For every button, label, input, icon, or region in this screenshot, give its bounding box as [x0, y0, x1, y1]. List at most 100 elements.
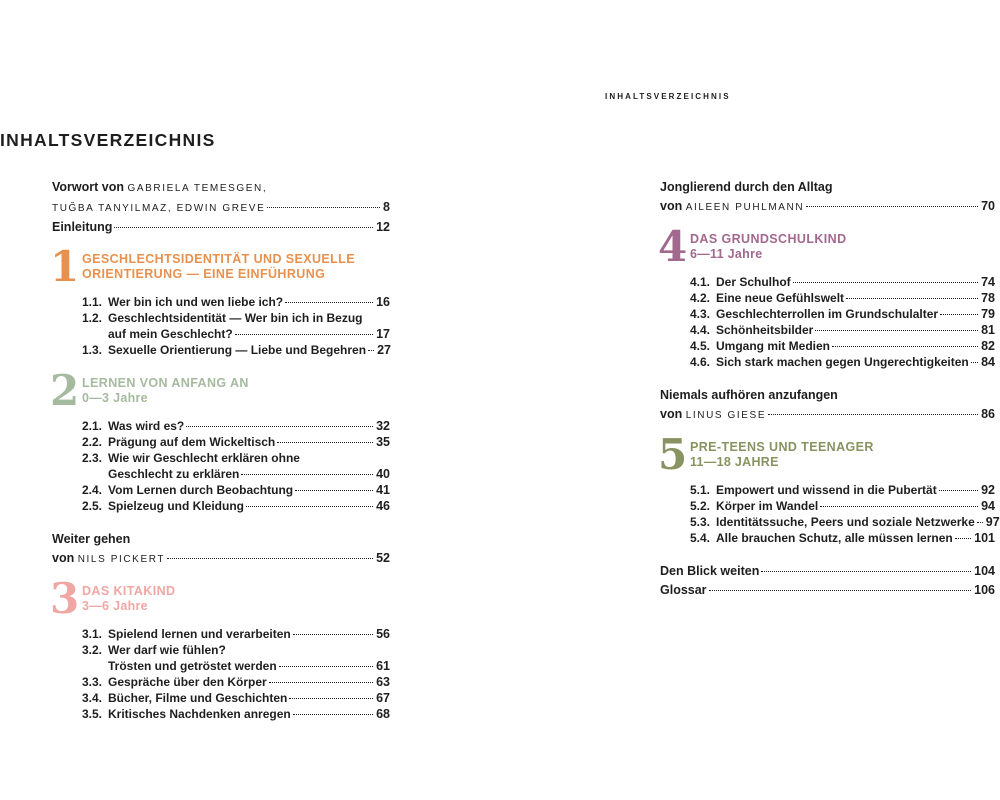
- dot-leader: [241, 474, 374, 475]
- item-text: Prägung auf dem Wickeltisch: [108, 435, 276, 449]
- page-number: 41: [376, 483, 390, 497]
- toc-item: 3.1. Spielend lernen und verarbeiten 56: [52, 626, 390, 642]
- chapter-title: ORIENTIERUNG — EINE EINFÜHRUNG: [82, 267, 326, 281]
- item-text: Geschlecht zu erklären: [108, 467, 240, 481]
- item-number: 3.3.: [82, 675, 103, 689]
- toc-item: 2.3. Wie wir Geschlecht erklären ohne: [52, 450, 390, 466]
- entry-text: Einleitung: [52, 220, 113, 234]
- page-number: 92: [981, 483, 995, 497]
- page-number: 81: [981, 323, 995, 337]
- chapter-entry: 1 GESCHLECHTSIDENTITÄT UND SEXUELLE ORIENT…: [50, 246, 391, 358]
- item-number: 5.2.: [690, 499, 711, 513]
- item-text: Schönheitsbilder: [716, 323, 814, 337]
- entry-text: Den Blick weiten: [660, 564, 760, 578]
- toc-item: 2.1. Was wird es? 32: [52, 418, 390, 434]
- toc-item: 2.2. Prägung auf dem Wickeltisch 35: [52, 434, 390, 450]
- entry-author-name: GABRIELA TEMESGEN,: [127, 183, 268, 194]
- dot-leader: [832, 346, 979, 347]
- page-number: 84: [981, 355, 995, 369]
- toc-item: 5.4. Alle brauchen Schutz, alle müssen le…: [660, 530, 995, 546]
- dot-leader: [846, 298, 979, 299]
- page-number: 70: [981, 199, 995, 213]
- item-number: 5.3.: [690, 515, 711, 529]
- chapter-title: GESCHLECHTSIDENTITÄT UND SEXUELLE: [82, 252, 355, 266]
- chapter-header: 1 GESCHLECHTSIDENTITÄT UND SEXUELLE ORIENT…: [50, 246, 390, 288]
- page-number: 32: [376, 419, 390, 433]
- item-text: Der Schulhof: [716, 275, 791, 289]
- dot-leader: [768, 414, 979, 415]
- item-text: auf mein Geschlecht?: [108, 327, 233, 341]
- item-text: Eine neue Gefühlswelt: [716, 291, 845, 305]
- entry-text: von: [52, 551, 78, 565]
- dot-leader: [761, 571, 972, 572]
- entry-text: Glossar: [660, 583, 707, 597]
- entry-text: von: [660, 407, 686, 421]
- item-number: 4.5.: [690, 339, 711, 353]
- toc-item: 2.5. Spielzeug und Kleidung 46: [52, 498, 390, 514]
- chapter-title-block: GESCHLECHTSIDENTITÄT UND SEXUELLE ORIENTI…: [80, 250, 355, 282]
- dot-leader: [820, 506, 979, 507]
- chapter-items: 2.1. Was wird es? 32 2.2. Prägung auf dem Wi…: [52, 418, 390, 514]
- item-number: 5.4.: [690, 531, 711, 545]
- item-text: Sich stark machen gegen Ungerechtigkeite…: [716, 355, 969, 369]
- item-text: Geschlechterrollen im Grundschulalter: [716, 307, 939, 321]
- chapter-items: 1.1. Wer bin ich und wen liebe ich? 16 1.2.…: [52, 294, 391, 358]
- toc-entry-line: TUĞBA TANYILMAZ, EDWIN GREVE 8: [52, 198, 390, 218]
- page-number: 61: [376, 659, 390, 673]
- toc-column-left: Vorwort von GABRIELA TEMESGEN, TUĞBA TANY…: [50, 178, 391, 738]
- item-text: Bücher, Filme und Geschichten: [108, 691, 288, 705]
- toc-entry: Weiter gehen von NILS PICKERT 52: [52, 530, 390, 569]
- running-header: INHALTSVERZEICHNIS: [605, 92, 731, 101]
- chapter-header: 4 DAS GRUNDSCHULKIND 6—11 Jahre: [658, 226, 995, 268]
- toc-item-continuation: Geschlecht zu erklären 40: [52, 466, 390, 482]
- item-text: Alle brauchen Schutz, alle müssen lernen: [716, 531, 953, 545]
- dot-leader: [277, 442, 374, 443]
- dot-leader: [234, 334, 374, 335]
- page-number: 101: [974, 531, 995, 545]
- dot-leader: [295, 490, 374, 491]
- item-number: 1.2.: [82, 311, 103, 325]
- toc-item-continuation: Trösten und getröstet werden 61: [52, 658, 390, 674]
- item-text: Identitätssuche, Peers und soziale Netzw…: [716, 515, 975, 529]
- dot-leader: [806, 206, 979, 207]
- item-text: Wer darf wie fühlen?: [108, 643, 226, 657]
- toc-item: 4.1. Der Schulhof 74: [660, 274, 995, 290]
- item-text: Empowert und wissend in die Pubertät: [716, 483, 937, 497]
- toc-item: 1.1. Wer bin ich und wen liebe ich? 16: [52, 294, 390, 310]
- toc-entry-line: von AILEEN PUHLMANN 70: [660, 197, 995, 217]
- toc-item: 3.4. Bücher, Filme und Geschichten 67: [52, 690, 390, 706]
- dot-leader: [267, 207, 381, 208]
- toc-entry: Niemals aufhören anzufangen von LINUS GIE…: [660, 386, 995, 425]
- page-title: INHALTSVERZEICHNIS: [0, 130, 216, 150]
- toc-item: 4.2. Eine neue Gefühlswelt 78: [660, 290, 995, 306]
- item-text: Kritisches Nachdenken anregen: [108, 707, 291, 721]
- toc-item: 4.3. Geschlechterrollen im Grundschulalte…: [660, 306, 995, 322]
- toc-entry-line: Weiter gehen: [52, 530, 390, 549]
- entry-author-name: TUĞBA TANYILMAZ, EDWIN GREVE: [52, 203, 266, 214]
- chapter-title: PRE-TEENS UND TEENAGER: [690, 440, 874, 454]
- entry-author-name: LINUS GIESE: [685, 410, 767, 421]
- item-text: Spielend lernen und verarbeiten: [108, 627, 291, 641]
- item-text: Trösten und getröstet werden: [108, 659, 277, 673]
- item-text: Wer bin ich und wen liebe ich?: [108, 295, 284, 309]
- dot-leader: [285, 302, 374, 303]
- toc-item: 4.5. Umgang mit Medien 82: [660, 338, 995, 354]
- chapter-items: 3.1. Spielend lernen und verarbeiten 56 3.2…: [52, 626, 390, 722]
- page-number: 8: [383, 200, 390, 214]
- toc-entry-line: von LINUS GIESE 86: [660, 405, 995, 425]
- dot-leader: [246, 506, 374, 507]
- toc-item: 3.3. Gespräche über den Körper 63: [52, 674, 390, 690]
- page-number: 79: [981, 307, 995, 321]
- item-number: 3.1.: [82, 627, 103, 641]
- item-number: 4.2.: [690, 291, 711, 305]
- entry-text: von: [660, 199, 686, 213]
- toc-item: 2.4. Vom Lernen durch Beobachtung 41: [52, 482, 390, 498]
- chapter-entry: 5 PRE-TEENS UND TEENAGER 11—18 JAHRE 5.1. Em…: [658, 434, 1000, 546]
- toc-entry: Jonglierend durch den Alltag von AILEEN P…: [660, 178, 995, 217]
- item-text: Was wird es?: [108, 419, 185, 433]
- chapter-age-range: 11—18 JAHRE: [690, 455, 779, 469]
- item-number: 5.1.: [690, 483, 711, 497]
- chapter-entry: 3 DAS KITAKIND 3—6 Jahre 3.1. Spielend lerne…: [50, 578, 390, 722]
- toc-entry: Vorwort von GABRIELA TEMESGEN, TUĞBA TANY…: [52, 178, 390, 237]
- toc-item: 4.4. Schönheitsbilder 81: [660, 322, 995, 338]
